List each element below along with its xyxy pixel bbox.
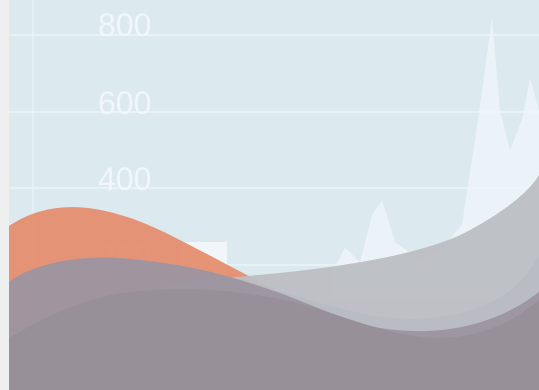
dark-base-wave xyxy=(9,289,539,390)
y-tick-label-800: 800 xyxy=(98,7,151,43)
y-tick-label-600: 600 xyxy=(98,85,151,121)
y-tick-label-400: 400 xyxy=(98,161,151,197)
left-edge-strip xyxy=(0,0,9,390)
